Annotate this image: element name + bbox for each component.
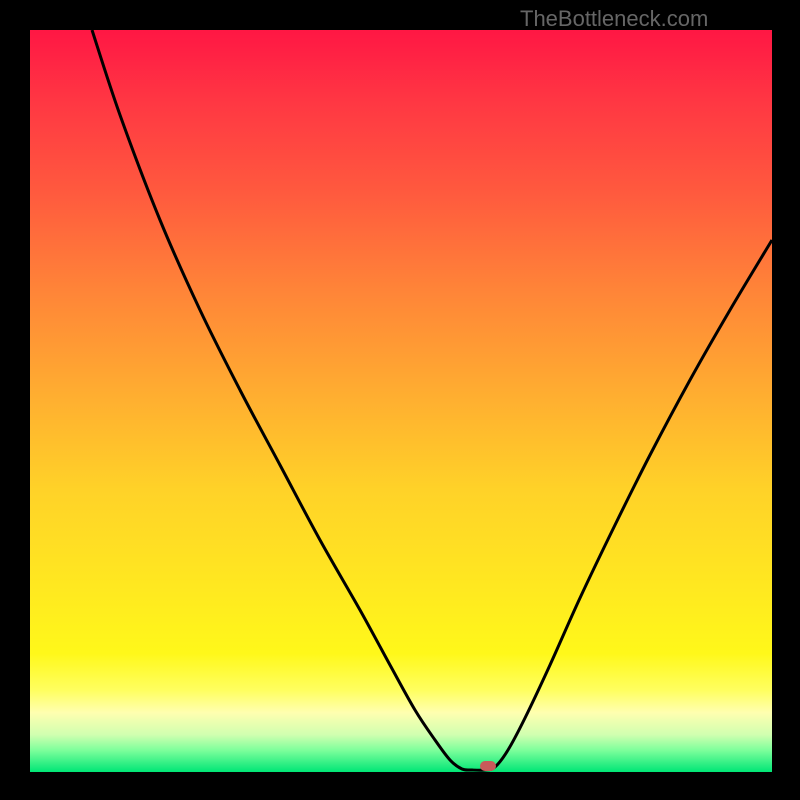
watermark-text: TheBottleneck.com <box>520 6 708 32</box>
optimal-point-marker <box>480 761 496 771</box>
curve-path <box>92 30 772 770</box>
bottleneck-curve <box>30 30 772 772</box>
chart-plot-area <box>30 30 772 772</box>
